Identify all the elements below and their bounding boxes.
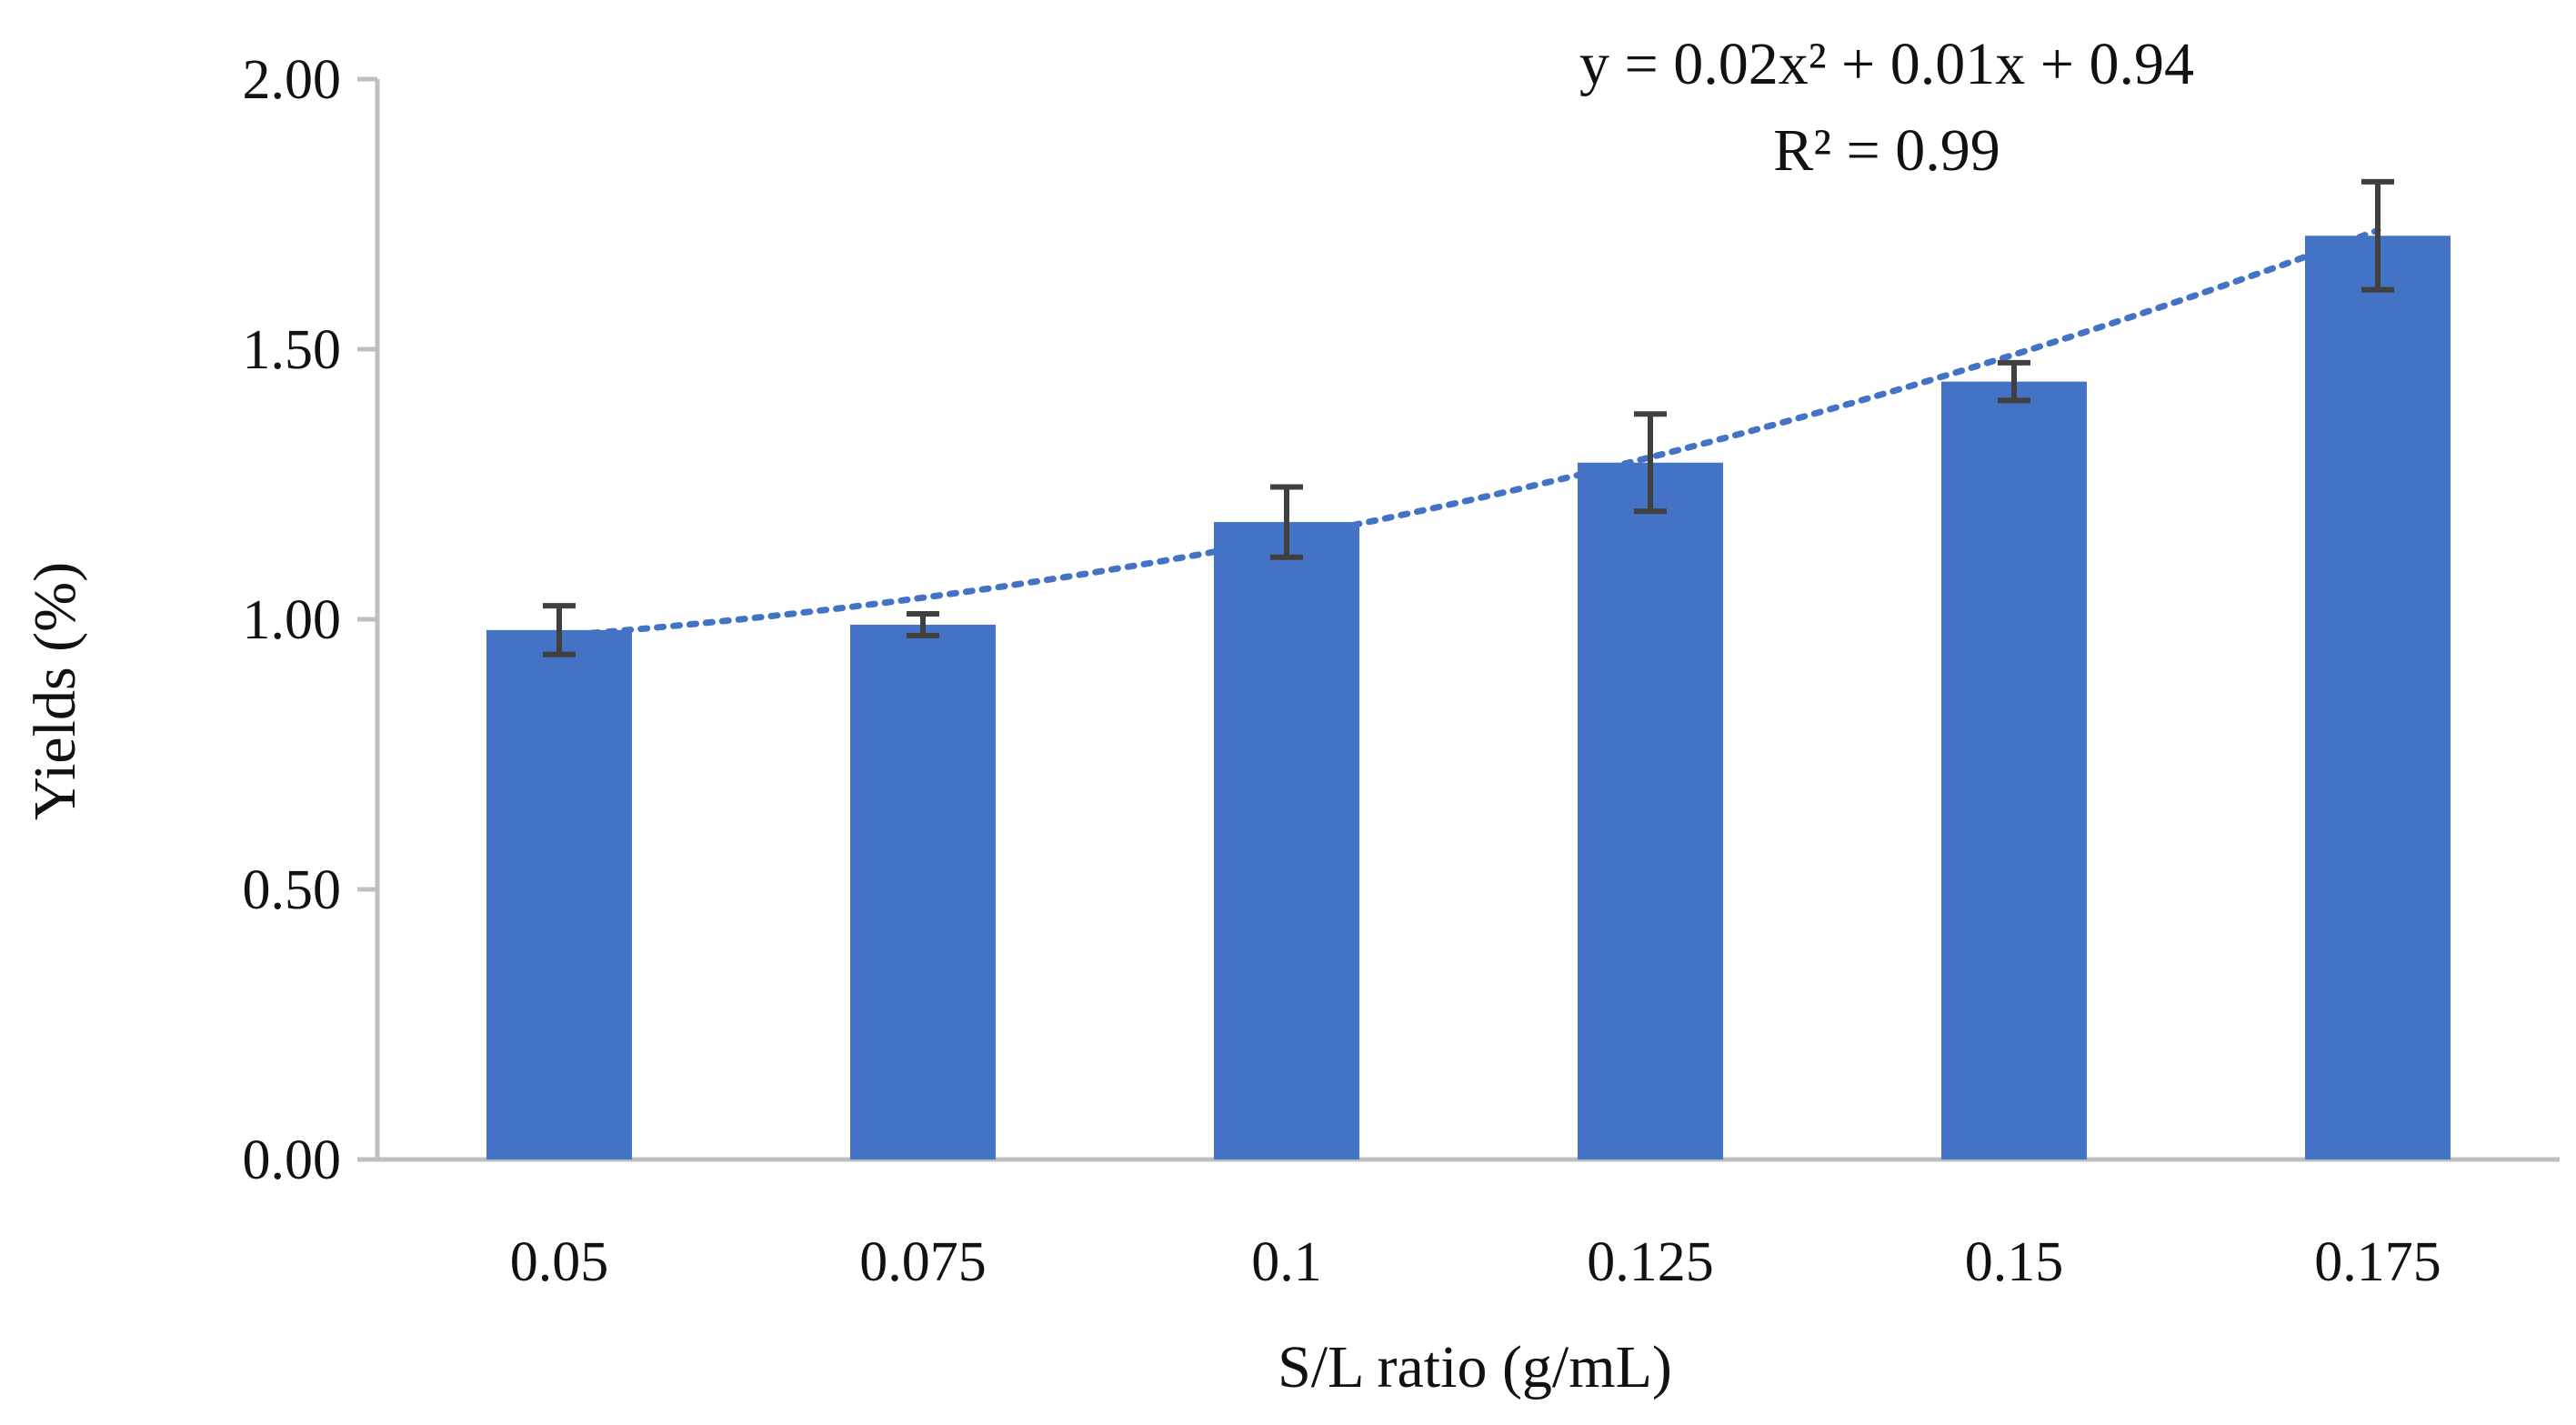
y-tick-label: 2.00 xyxy=(243,49,342,111)
x-tick-label: 0.1 xyxy=(1251,1231,1322,1293)
bars xyxy=(486,236,2451,1159)
bar-0.125 xyxy=(1578,462,1723,1159)
bar-0.175 xyxy=(2305,236,2451,1159)
y-axis: 0.00 0.50 1.00 1.50 2.00 xyxy=(243,49,380,1191)
trendline xyxy=(556,226,2381,639)
y-tick-label: 0.50 xyxy=(243,859,342,921)
trendline-r-squared: R² = 0.99 xyxy=(1773,117,2000,184)
error-bars xyxy=(543,178,2394,657)
x-tick-label: 0.05 xyxy=(510,1231,609,1293)
x-tick-label: 0.125 xyxy=(1587,1231,1714,1293)
trendline-curve xyxy=(556,226,2381,639)
x-axis-title: S/L ratio (g/mL) xyxy=(1278,1334,1672,1400)
bar-0.1 xyxy=(1214,522,1359,1159)
x-tick-label: 0.075 xyxy=(859,1231,987,1293)
trendline-equation: y = 0.02x² + 0.01x + 0.94 xyxy=(1579,31,2194,97)
y-tick-label: 0.00 xyxy=(243,1129,342,1191)
error-bar-0.125 xyxy=(1634,411,1667,515)
error-bar-0.05 xyxy=(543,603,576,657)
bar-0.05 xyxy=(486,629,632,1159)
x-axis: 0.05 0.075 0.1 0.125 0.15 0.175 xyxy=(357,1157,2560,1293)
error-bar-0.1 xyxy=(1270,484,1303,560)
y-tick-label: 1.00 xyxy=(243,589,342,651)
x-tick-label: 0.175 xyxy=(2314,1231,2441,1293)
y-tick-label: 1.50 xyxy=(243,319,342,381)
y-axis-title: Yields (%) xyxy=(22,562,88,820)
x-tick-label: 0.15 xyxy=(1965,1231,2064,1293)
bar-0.075 xyxy=(850,624,996,1159)
error-bar-0.175 xyxy=(2361,178,2394,293)
bar-0.15 xyxy=(1941,381,2087,1159)
error-bar-0.15 xyxy=(1998,359,2030,404)
error-bar-0.075 xyxy=(907,611,939,638)
